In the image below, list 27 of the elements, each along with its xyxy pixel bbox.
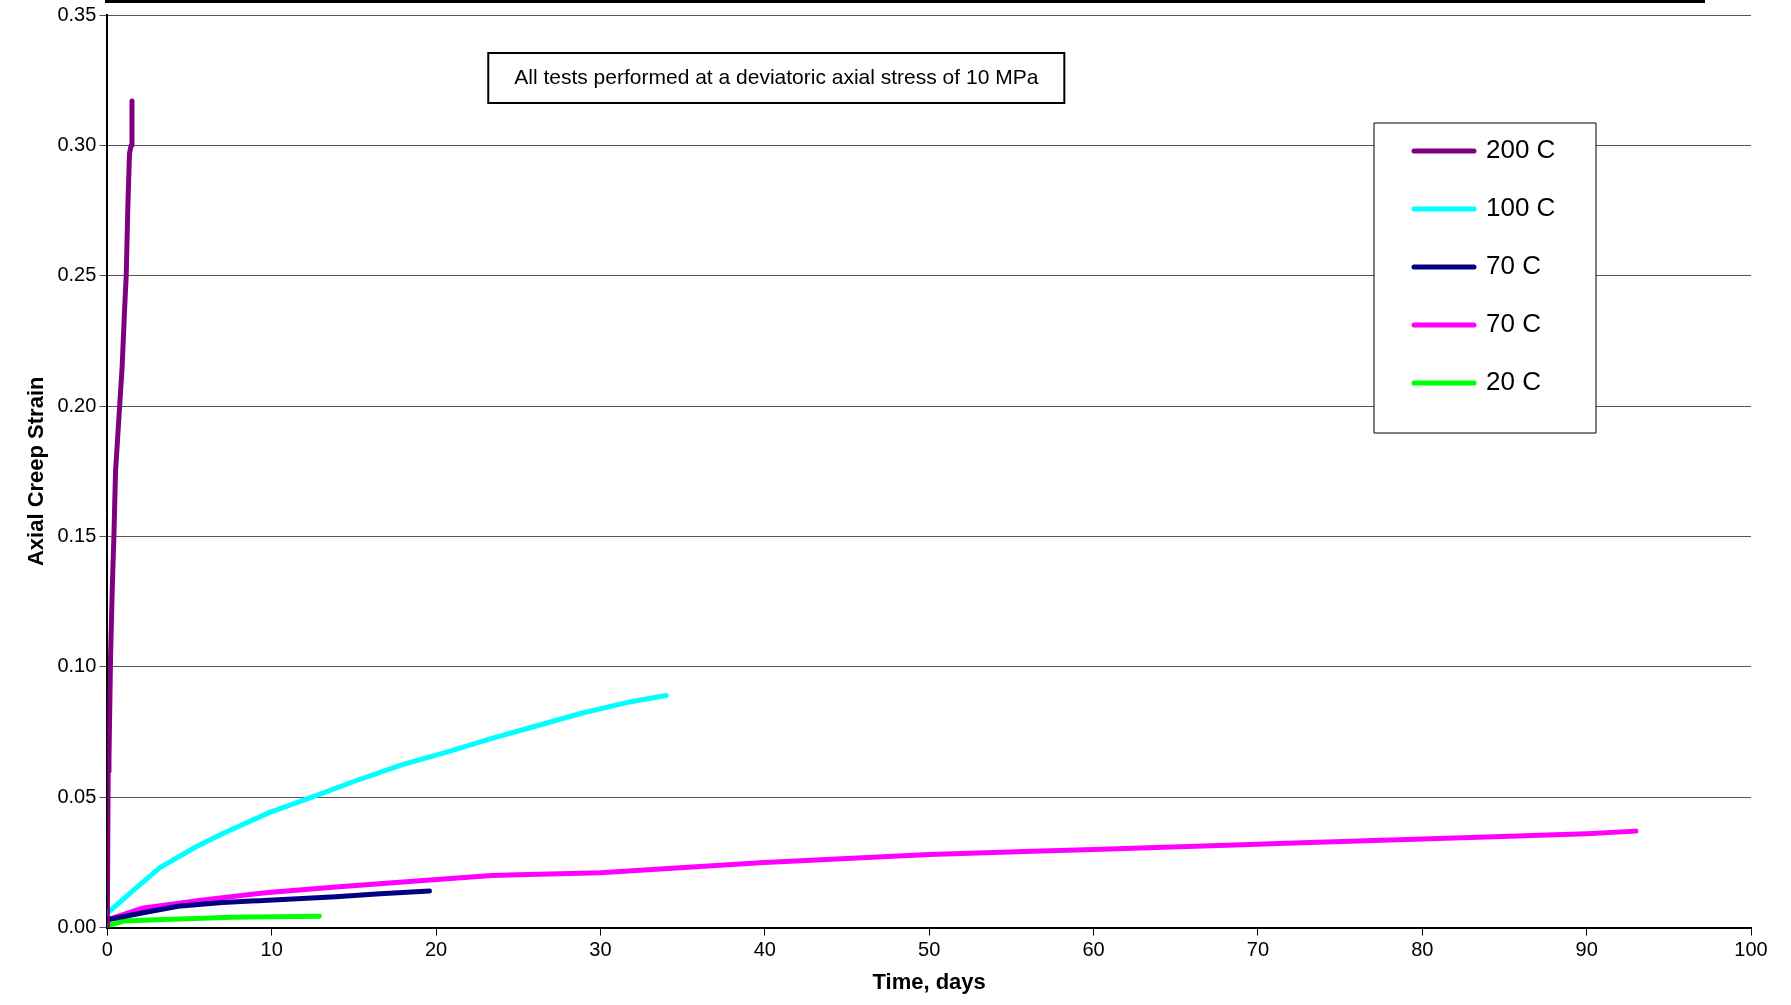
y-tick-label: 0.35 [57,2,97,25]
x-tick-label: 20 [424,938,448,961]
y-tick-label: 0.20 [57,393,97,416]
legend-label: 70 C [1486,250,1541,281]
x-axis-title: Time, days [872,968,986,994]
y-tick-label: 0.30 [57,132,97,155]
x-tick-label: 70 [1246,938,1270,961]
legend-label: 200 C [1486,134,1556,165]
x-tick-label: 80 [1411,938,1434,961]
x-tick-label: 40 [753,938,776,961]
y-tick-label: 0.10 [57,654,97,677]
x-tick-label: 50 [918,938,941,961]
x-tick-label: 90 [1575,938,1598,961]
x-tick-label: 30 [589,938,612,961]
y-tick-label: 0.00 [57,915,97,938]
legend-label: 70 C [1486,308,1541,339]
legend-label: 100 C [1486,192,1556,223]
x-tick-label: 100 [1734,938,1768,961]
x-tick-label: 10 [260,938,283,961]
x-tick-label: 60 [1082,938,1105,961]
y-tick-label: 0.25 [57,263,97,286]
x-tick-label: 0 [101,938,113,961]
y-axis-title: Axial Creep Strain [23,376,49,567]
y-tick-label: 0.05 [57,784,97,807]
annotation: All tests performed at a deviatoric axial stress of 10 MPa [514,64,1039,88]
y-tick-label: 0.15 [57,524,97,546]
legend-label: 20 C [1486,366,1541,397]
